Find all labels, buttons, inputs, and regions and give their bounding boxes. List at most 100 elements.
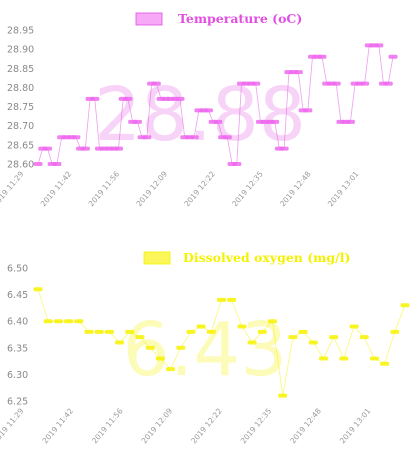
data-point	[293, 70, 303, 75]
data-point	[217, 297, 226, 302]
y-tick-label: 28.70	[7, 121, 34, 132]
data-point	[278, 393, 288, 398]
data-point	[71, 135, 81, 140]
legend-label: Temperature (oC)	[178, 11, 302, 26]
data-point	[33, 162, 43, 166]
data-point	[90, 96, 100, 101]
x-tick-label: 2019 12:48	[288, 406, 323, 445]
y-tick-label: 6.50	[7, 264, 28, 275]
data-point	[64, 319, 74, 324]
data-point	[43, 319, 53, 324]
current-value-watermark: 28.88	[94, 72, 306, 158]
x-tick-label: 2019 13:01	[326, 169, 361, 208]
data-point	[237, 324, 247, 329]
legend-label: Dissolved oxygen (mg/l)	[183, 250, 350, 265]
data-point	[267, 319, 277, 324]
data-point	[203, 108, 213, 113]
data-point	[74, 319, 84, 324]
data-point	[125, 329, 135, 334]
y-tick-label: 6.30	[7, 370, 28, 381]
data-point	[166, 367, 176, 372]
data-point	[206, 329, 216, 334]
data-point	[329, 335, 339, 340]
x-tick-label: 2019 12:09	[140, 406, 175, 445]
x-tick-label: 2019 12:35	[239, 406, 274, 445]
data-point	[227, 297, 237, 302]
data-point	[359, 335, 369, 340]
current-value-watermark: 6.43	[123, 307, 288, 393]
data-point	[33, 287, 43, 292]
data-point	[151, 81, 161, 86]
y-tick-label: 6.45	[7, 290, 28, 301]
y-tick-label: 6.25	[7, 397, 28, 408]
data-point	[303, 108, 313, 113]
data-point	[84, 329, 94, 334]
data-point	[53, 319, 63, 324]
y-tick-label: 28.65	[7, 140, 34, 151]
data-point	[317, 54, 327, 59]
x-tick-label: 2019 11:29	[0, 406, 26, 445]
data-point	[360, 81, 370, 86]
temperature-chart: Temperature (oC) 28.95 28.90 28.85 28.80 28.7…	[0, 11, 398, 208]
data-point	[132, 119, 142, 124]
data-point	[279, 146, 289, 151]
data-point	[318, 356, 328, 361]
data-point	[196, 324, 206, 329]
data-point	[113, 146, 123, 151]
y-tick-label: 28.95	[7, 26, 34, 37]
data-point	[155, 356, 165, 361]
data-point	[308, 340, 318, 345]
data-point	[298, 329, 308, 334]
data-point	[52, 162, 62, 166]
legend-swatch	[135, 12, 163, 26]
data-point	[390, 329, 400, 334]
data-point	[270, 119, 280, 124]
x-tick-label: 2019 11:42	[41, 406, 76, 445]
data-point	[135, 335, 145, 340]
x-tick-label: 2019 11:29	[0, 169, 26, 208]
data-point	[123, 96, 133, 101]
data-point	[383, 81, 393, 86]
data-point	[247, 340, 257, 345]
legend-swatch	[143, 251, 171, 265]
data-point	[222, 135, 232, 140]
data-point	[251, 81, 261, 86]
data-point	[42, 146, 52, 151]
data-point	[349, 324, 359, 329]
x-tick-label: 2019 11:56	[90, 406, 125, 445]
data-point	[331, 81, 341, 86]
x-tick-label: 2019 12:48	[278, 169, 313, 208]
data-point	[339, 356, 349, 361]
data-point	[189, 135, 199, 140]
data-point	[257, 329, 267, 334]
data-point	[115, 340, 125, 345]
data-point	[104, 329, 114, 334]
x-tick-label: 2019 11:56	[87, 169, 122, 208]
data-point	[145, 345, 155, 350]
data-point	[94, 329, 104, 334]
data-point	[400, 303, 410, 308]
y-tick-label: 28.90	[7, 45, 34, 56]
data-point	[142, 135, 152, 140]
y-tick-label: 28.75	[7, 102, 34, 113]
y-tick-label: 28.60	[7, 160, 34, 171]
data-point	[388, 54, 398, 59]
data-point	[380, 361, 390, 366]
x-tick-label: 2019 12:09	[135, 169, 170, 208]
x-tick-label: 2019 13:01	[338, 406, 373, 445]
x-tick-label: 2019 12:35	[230, 169, 265, 208]
x-tick-label: 2019 12:22	[182, 169, 217, 208]
data-point	[186, 329, 196, 334]
data-point	[374, 43, 384, 48]
x-tick-label: 2019 11:42	[39, 169, 74, 208]
data-point	[232, 162, 242, 166]
y-tick-label: 28.80	[7, 83, 34, 94]
data-point	[288, 335, 298, 340]
data-point	[213, 119, 223, 124]
data-point	[175, 96, 185, 101]
data-point	[176, 345, 186, 350]
x-tick-label: 2019 12:22	[189, 406, 224, 445]
data-point	[369, 356, 379, 361]
data-point	[345, 119, 355, 124]
